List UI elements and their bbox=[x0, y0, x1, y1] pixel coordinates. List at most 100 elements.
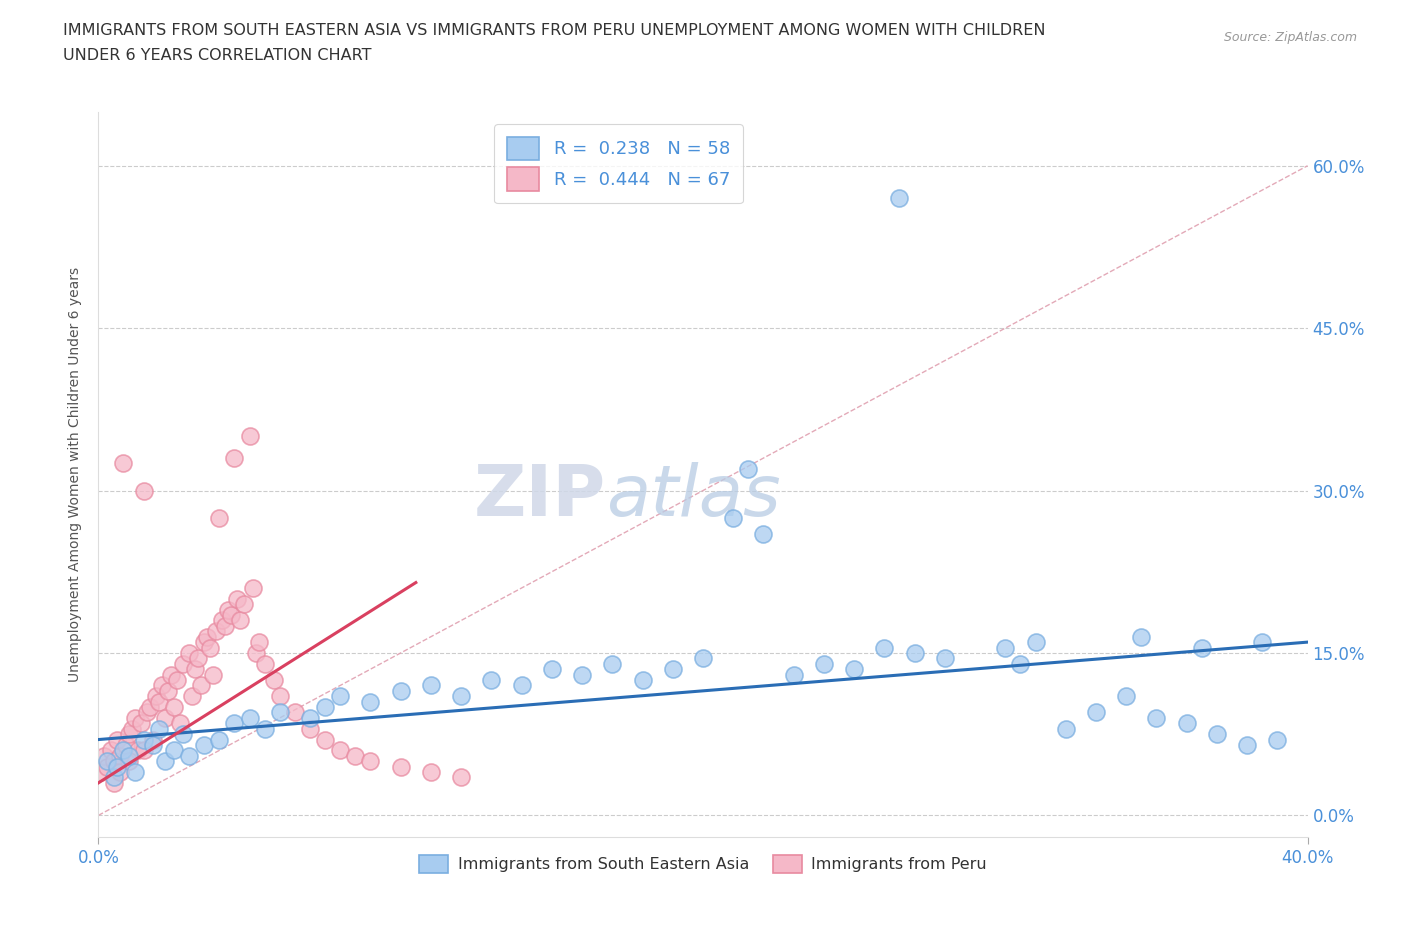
Point bbox=[1130, 630, 1153, 644]
Point bbox=[129, 716, 152, 731]
Text: UNDER 6 YEARS CORRELATION CHART: UNDER 6 YEARS CORRELATION CHART bbox=[63, 48, 371, 63]
Point bbox=[1267, 732, 1289, 747]
Text: IMMIGRANTS FROM SOUTH EASTERN ASIA VS IMMIGRANTS FROM PERU UNEMPLOYMENT AMONG WO: IMMIGRANTS FROM SOUTH EASTERN ASIA VS IM… bbox=[63, 23, 1046, 38]
Point bbox=[245, 645, 267, 660]
Point bbox=[90, 764, 112, 779]
Point bbox=[93, 749, 115, 764]
Point bbox=[329, 689, 352, 704]
Point bbox=[111, 456, 134, 471]
Point bbox=[692, 651, 714, 666]
Point bbox=[100, 743, 122, 758]
Point bbox=[118, 749, 141, 764]
Point bbox=[510, 678, 533, 693]
Point bbox=[813, 657, 835, 671]
Point bbox=[329, 743, 352, 758]
Point bbox=[269, 705, 291, 720]
Point bbox=[450, 770, 472, 785]
Point bbox=[208, 511, 231, 525]
Point bbox=[142, 732, 165, 747]
Point bbox=[150, 678, 173, 693]
Point bbox=[114, 737, 136, 752]
Point bbox=[239, 711, 262, 725]
Point bbox=[284, 705, 307, 720]
Point bbox=[299, 711, 322, 725]
Point bbox=[420, 764, 443, 779]
Point bbox=[221, 607, 243, 622]
Point bbox=[153, 711, 176, 725]
Point bbox=[1010, 657, 1032, 671]
Legend: Immigrants from South Eastern Asia, Immigrants from Peru: Immigrants from South Eastern Asia, Immi… bbox=[413, 848, 993, 880]
Point bbox=[103, 770, 125, 785]
Point bbox=[205, 624, 228, 639]
Point bbox=[224, 451, 246, 466]
Text: atlas: atlas bbox=[606, 461, 780, 530]
Point bbox=[737, 461, 759, 476]
Point bbox=[193, 634, 215, 649]
Point bbox=[172, 657, 194, 671]
Point bbox=[124, 711, 146, 725]
Point bbox=[200, 640, 222, 655]
Point bbox=[299, 722, 322, 737]
Point bbox=[217, 603, 239, 618]
Point bbox=[229, 613, 252, 628]
Point bbox=[179, 749, 201, 764]
Point bbox=[193, 737, 215, 752]
Point bbox=[934, 651, 956, 666]
Point bbox=[904, 645, 927, 660]
Point bbox=[1085, 705, 1108, 720]
Point bbox=[481, 672, 503, 687]
Point bbox=[103, 754, 125, 769]
Point bbox=[247, 634, 270, 649]
Point bbox=[540, 662, 562, 677]
Point bbox=[105, 732, 128, 747]
Point bbox=[132, 483, 155, 498]
Point bbox=[239, 429, 262, 444]
Point bbox=[163, 743, 186, 758]
Point bbox=[111, 743, 134, 758]
Point bbox=[226, 591, 249, 606]
Point bbox=[1206, 726, 1229, 741]
Point bbox=[211, 613, 233, 628]
Point bbox=[190, 678, 212, 693]
Point bbox=[172, 726, 194, 741]
Point bbox=[108, 749, 131, 764]
Point bbox=[314, 699, 336, 714]
Point bbox=[723, 511, 745, 525]
Point bbox=[253, 657, 276, 671]
Y-axis label: Unemployment Among Women with Children Under 6 years: Unemployment Among Women with Children U… bbox=[69, 267, 83, 682]
Point bbox=[752, 526, 775, 541]
Point bbox=[184, 662, 207, 677]
Point bbox=[127, 743, 149, 758]
Point bbox=[208, 732, 231, 747]
Point bbox=[889, 191, 911, 206]
Point bbox=[148, 722, 170, 737]
Point bbox=[124, 764, 146, 779]
Point bbox=[224, 716, 246, 731]
Point bbox=[118, 754, 141, 769]
Text: Source: ZipAtlas.com: Source: ZipAtlas.com bbox=[1223, 31, 1357, 44]
Point bbox=[118, 726, 141, 741]
Point bbox=[202, 667, 225, 682]
Point bbox=[132, 732, 155, 747]
Point bbox=[232, 597, 254, 612]
Point bbox=[360, 754, 382, 769]
Point bbox=[389, 759, 412, 774]
Point bbox=[269, 689, 291, 704]
Point bbox=[450, 689, 472, 704]
Point bbox=[631, 672, 654, 687]
Point bbox=[135, 705, 157, 720]
Point bbox=[96, 754, 118, 769]
Point bbox=[187, 651, 209, 666]
Point bbox=[139, 699, 162, 714]
Point bbox=[96, 759, 118, 774]
Point bbox=[994, 640, 1017, 655]
Point bbox=[1024, 634, 1046, 649]
Point bbox=[145, 689, 167, 704]
Point bbox=[873, 640, 896, 655]
Point bbox=[132, 743, 155, 758]
Point bbox=[179, 645, 201, 660]
Point bbox=[1251, 634, 1274, 649]
Point bbox=[1236, 737, 1258, 752]
Point bbox=[169, 716, 191, 731]
Point bbox=[142, 737, 165, 752]
